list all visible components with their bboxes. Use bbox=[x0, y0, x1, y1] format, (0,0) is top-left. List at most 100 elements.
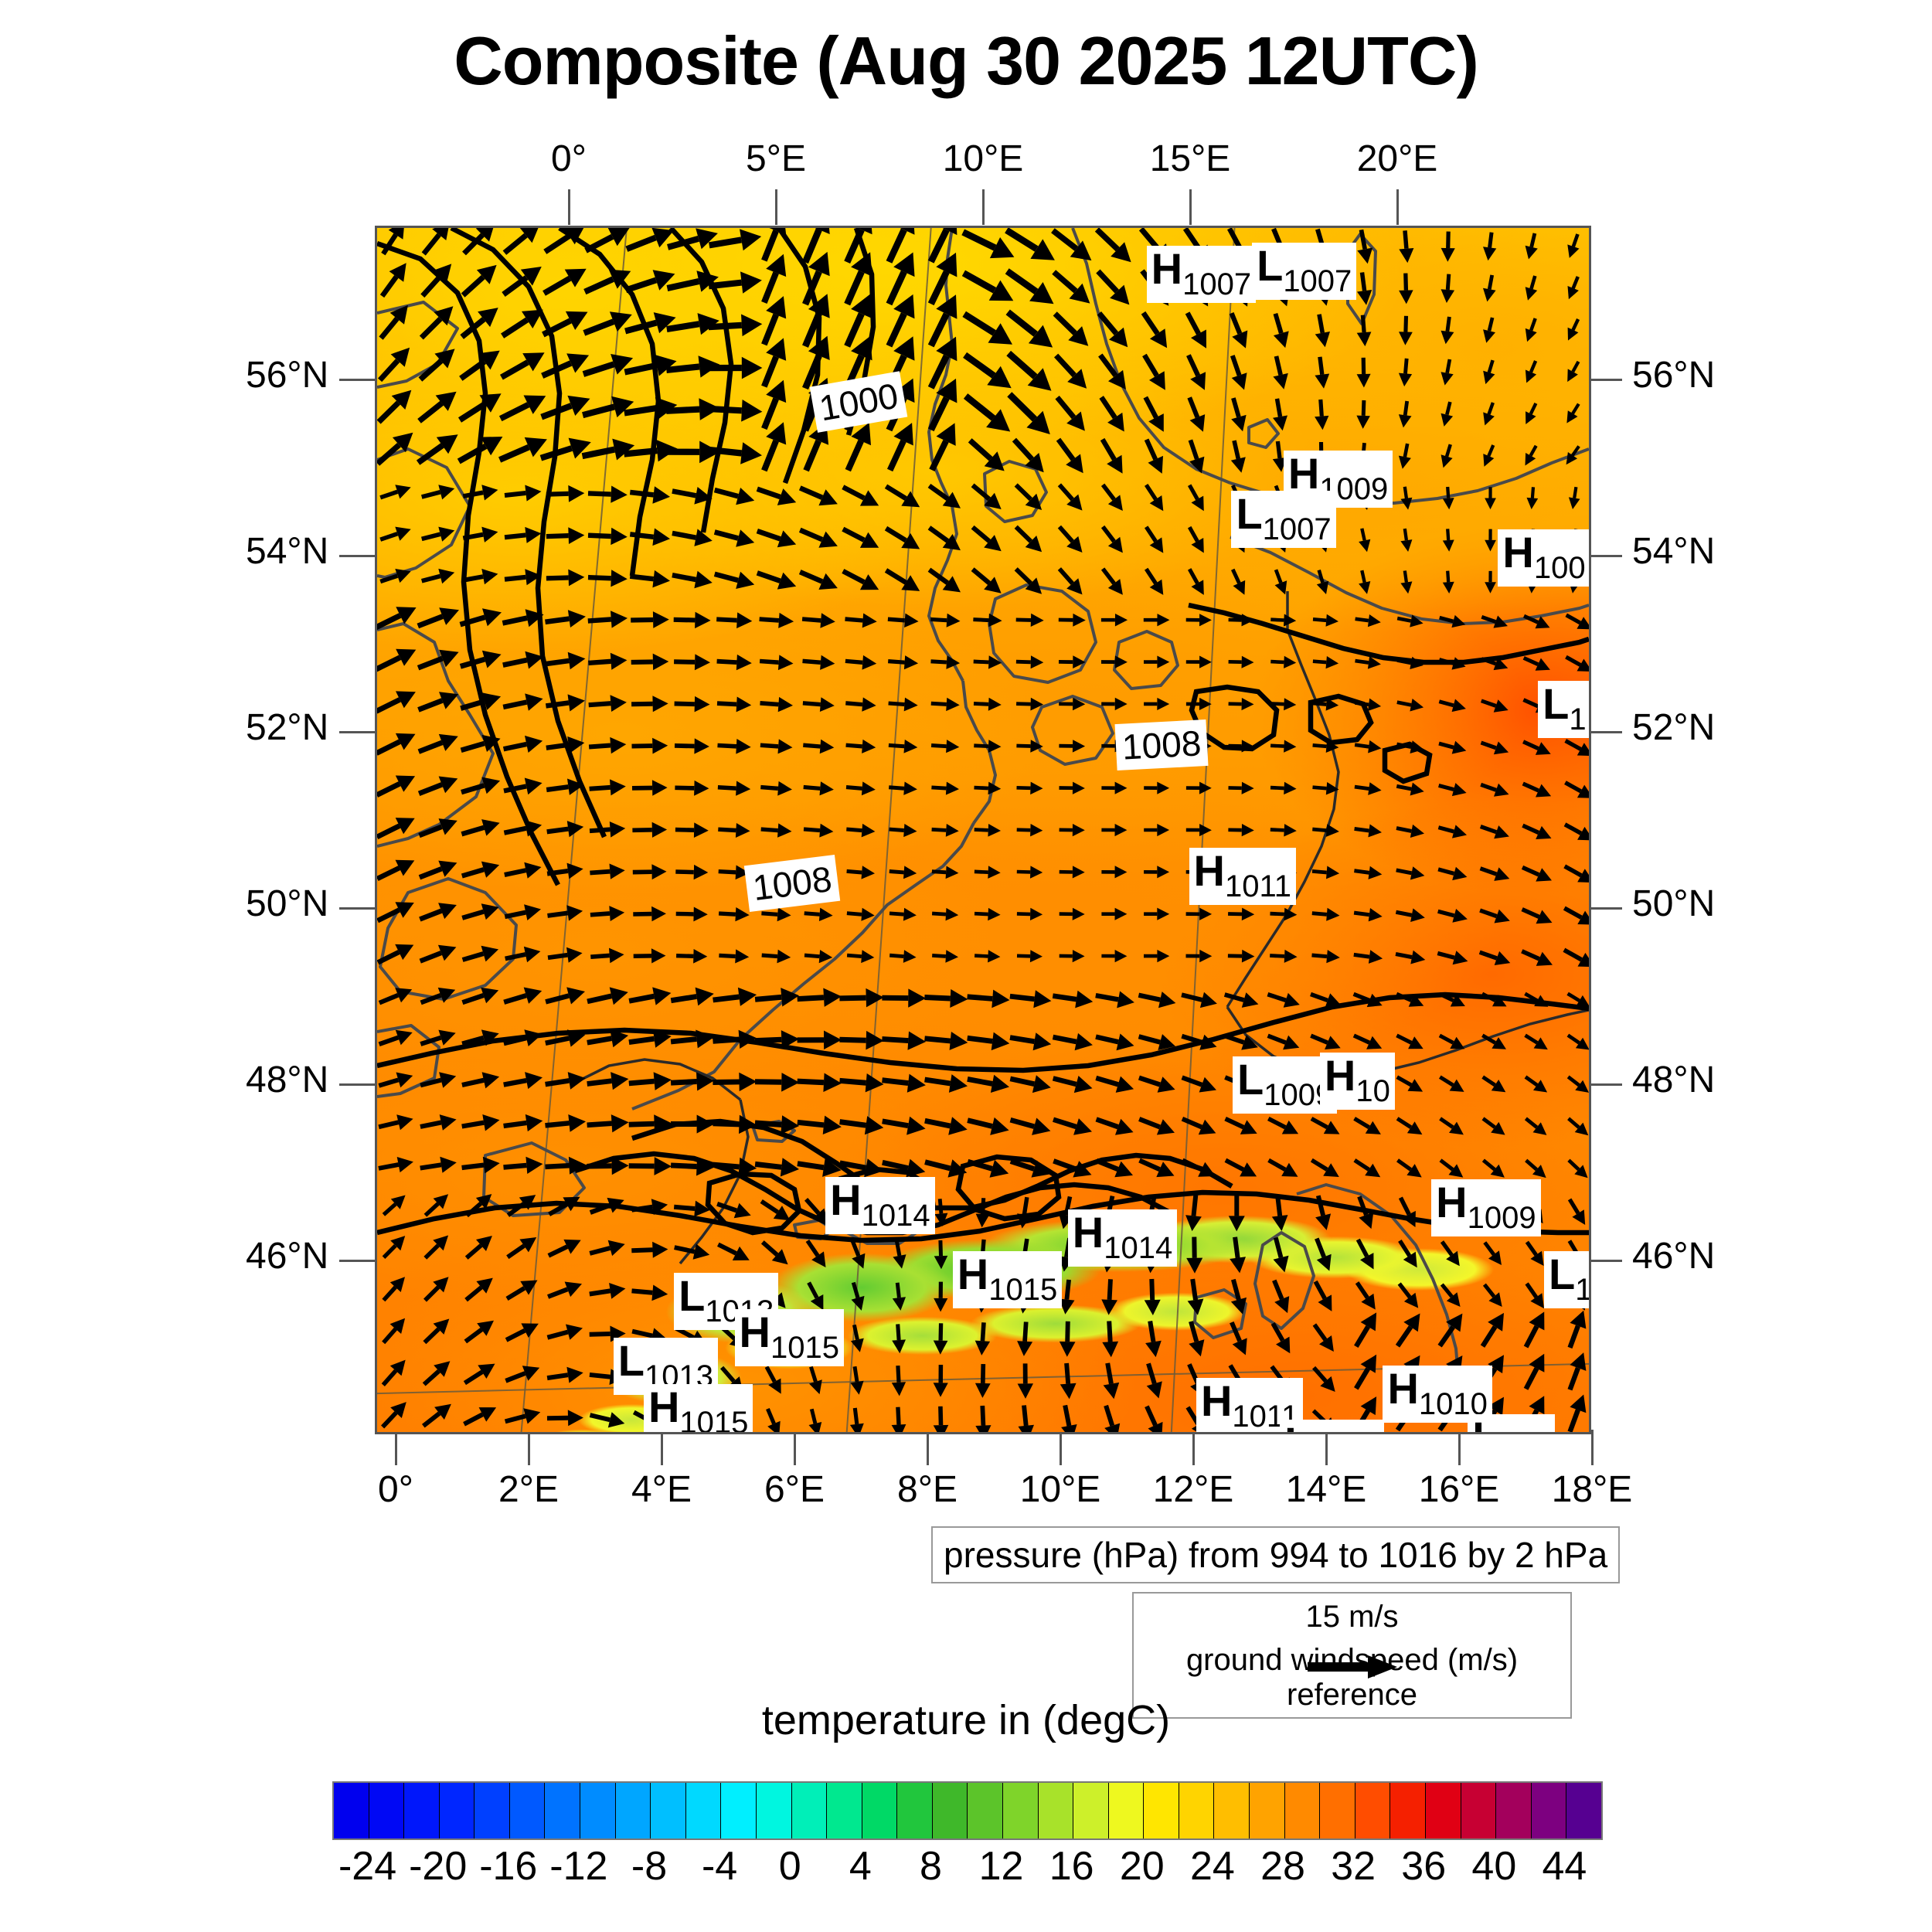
wind-arrow-head bbox=[523, 395, 546, 414]
wind-arrow-shaft bbox=[1064, 1279, 1071, 1300]
wind-arrow-head bbox=[435, 391, 457, 411]
wind-arrow-head bbox=[1241, 740, 1254, 753]
wind-arrow-shaft bbox=[1354, 869, 1370, 875]
wind-arrow-head bbox=[1570, 1394, 1587, 1413]
wind-arrow-head bbox=[693, 906, 708, 922]
wind-arrow-head bbox=[696, 270, 719, 292]
wind-arrow-shaft bbox=[1274, 398, 1283, 417]
wind-arrow-shaft bbox=[1311, 953, 1328, 959]
colorbar-band bbox=[1108, 1783, 1145, 1838]
wind-arrow-head bbox=[696, 1114, 715, 1134]
wind-arrow-head bbox=[823, 988, 842, 1007]
wind-arrow-shaft bbox=[1138, 1117, 1161, 1130]
lon-tick-bottom: 16°E bbox=[1418, 1469, 1500, 1510]
wind-arrow-shaft bbox=[1439, 1158, 1454, 1172]
wind-arrow-head bbox=[1026, 410, 1050, 434]
wind-arrow-shaft bbox=[1437, 825, 1454, 834]
pressure-legend-box: pressure (hPa) from 994 to 1016 by 2 hPa bbox=[931, 1526, 1621, 1583]
wind-arrow-shaft bbox=[760, 784, 779, 791]
wind-arrow-head bbox=[481, 1029, 499, 1046]
colorbar[interactable] bbox=[332, 1781, 1603, 1840]
wind-arrow-shaft bbox=[1312, 1366, 1328, 1383]
colorbar-band bbox=[968, 1783, 1003, 1838]
wind-arrow-shaft bbox=[1190, 1278, 1198, 1301]
wind-arrow-shaft bbox=[382, 1243, 397, 1260]
wind-arrow-head bbox=[988, 613, 1002, 628]
wind-arrow-shaft bbox=[924, 1036, 951, 1044]
wind-arrow-shaft bbox=[713, 994, 740, 1003]
wind-arrow-head bbox=[822, 1115, 842, 1134]
wind-arrow-shaft bbox=[1052, 1034, 1077, 1045]
wind-arrow-shaft bbox=[590, 869, 611, 876]
wind-arrow-head bbox=[1157, 655, 1170, 668]
wind-arrow-head bbox=[1241, 992, 1259, 1008]
wind-arrow-head bbox=[395, 485, 411, 499]
wind-arrow-head bbox=[991, 1032, 1010, 1051]
wind-arrow-head bbox=[438, 526, 455, 542]
wind-arrow-shaft bbox=[807, 1281, 819, 1299]
wind-arrow-head bbox=[694, 570, 713, 589]
colorbar-band bbox=[897, 1783, 933, 1838]
wind-arrow-head bbox=[1059, 1341, 1076, 1357]
wind-arrow-head bbox=[1449, 1079, 1464, 1092]
wind-arrow-shaft bbox=[499, 359, 529, 380]
wind-arrow-shaft bbox=[503, 993, 527, 1005]
wind-arrow-shaft bbox=[1354, 1325, 1370, 1349]
wind-arrow-shaft bbox=[672, 573, 697, 583]
wind-arrow-head bbox=[933, 1424, 949, 1432]
pressure-center-label: H100 bbox=[1498, 529, 1589, 587]
wind-arrow-head bbox=[1116, 1033, 1134, 1051]
wind-arrow-shaft bbox=[802, 312, 822, 348]
wind-arrow-head bbox=[1323, 1163, 1339, 1177]
wind-arrow-head bbox=[1114, 907, 1128, 920]
wind-arrow-shaft bbox=[1353, 1117, 1370, 1129]
wind-arrow-shaft bbox=[1095, 1034, 1119, 1045]
wind-arrow-head bbox=[1148, 413, 1164, 432]
wind-arrow-shaft bbox=[420, 1162, 442, 1171]
wind-arrow-shaft bbox=[1005, 228, 1039, 252]
wind-arrow-head bbox=[1241, 949, 1255, 963]
wind-arrow-shaft bbox=[1107, 1321, 1113, 1342]
tick-mark bbox=[339, 1260, 375, 1262]
wind-arrow-shaft bbox=[1312, 617, 1327, 623]
wind-arrow-head bbox=[1030, 613, 1044, 627]
wind-arrow-shaft bbox=[545, 1121, 570, 1128]
wind-arrow-shaft bbox=[1529, 402, 1538, 415]
wind-arrow-shaft bbox=[676, 954, 694, 958]
wind-arrow-shaft bbox=[1052, 1076, 1077, 1087]
wind-arrow-shaft bbox=[624, 362, 658, 376]
wind-arrow-shaft bbox=[1143, 396, 1158, 419]
wind-arrow-head bbox=[566, 905, 583, 921]
wind-arrow-shaft bbox=[1272, 1279, 1284, 1301]
wind-arrow-head bbox=[1403, 1313, 1420, 1332]
wind-arrow-head bbox=[1359, 581, 1371, 594]
wind-arrow-head bbox=[567, 1410, 583, 1427]
wind-arrow-head bbox=[1488, 1396, 1504, 1416]
colorbar-band bbox=[404, 1783, 440, 1838]
wind-arrow-head bbox=[893, 423, 913, 446]
wind-arrow-head bbox=[1241, 781, 1254, 794]
wind-arrow-head bbox=[438, 776, 458, 794]
wind-arrow-shaft bbox=[464, 1243, 483, 1260]
wind-arrow-shaft bbox=[1267, 1033, 1287, 1045]
wind-arrow-shaft bbox=[378, 359, 400, 383]
map-plot-area[interactable]: H1007 L1007 H1009 L1007 H100 L1 H1011 L1009 H10 H… bbox=[375, 226, 1591, 1434]
wind-arrow-head bbox=[436, 434, 458, 454]
wind-arrow-shaft bbox=[674, 743, 695, 749]
wind-arrow-shaft bbox=[1312, 1323, 1328, 1342]
tick-mark bbox=[1192, 1430, 1195, 1465]
wind-arrow-shaft bbox=[377, 400, 401, 424]
wind-arrow-head bbox=[481, 734, 501, 752]
wind-arrow-shaft bbox=[968, 438, 993, 461]
wind-arrow-shaft bbox=[882, 1077, 909, 1087]
wind-arrow-shaft bbox=[539, 445, 573, 461]
wind-arrow-head bbox=[1410, 908, 1425, 922]
wind-arrow-shaft bbox=[1232, 440, 1241, 460]
wind-arrow-head bbox=[1114, 866, 1128, 879]
wind-arrow-shaft bbox=[708, 446, 743, 457]
wind-arrow-shaft bbox=[1095, 1117, 1119, 1130]
wind-arrow-head bbox=[395, 859, 415, 876]
wind-arrow-head bbox=[481, 819, 500, 836]
wind-arrow-shaft bbox=[846, 827, 862, 833]
wind-arrow-shaft bbox=[1315, 1237, 1326, 1258]
